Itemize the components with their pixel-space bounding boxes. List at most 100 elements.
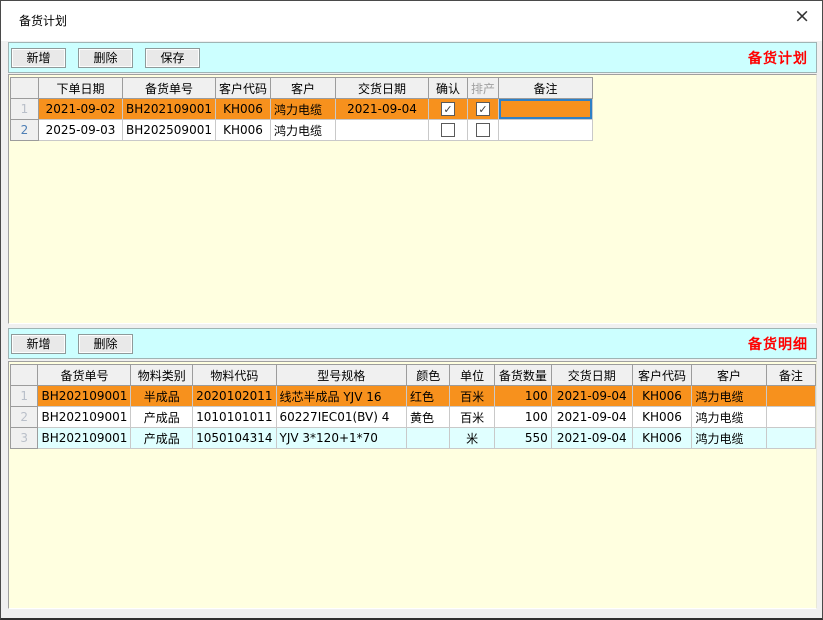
schedule-checkbox[interactable] bbox=[475, 123, 490, 138]
plan-toolbar: 新增 删除 保存 备货计划 bbox=[8, 42, 817, 73]
cell-customer: 鸿力电缆 bbox=[269, 119, 336, 141]
plan-table: 下单日期 备货单号 客户代码 客户 交货日期 确认 排产 备注 1 2021-0… bbox=[10, 77, 593, 141]
cell-order-date: 2025-09-03 bbox=[38, 119, 123, 141]
plan-section-label: 备货计划 bbox=[748, 50, 808, 67]
cell-confirm: ✓ bbox=[427, 98, 468, 120]
plan-header-row: 下单日期 备货单号 客户代码 客户 交货日期 确认 排产 备注 bbox=[10, 77, 593, 99]
col-order-no: 备货单号 bbox=[37, 364, 132, 386]
cell-code: 1050104314 bbox=[192, 427, 277, 449]
cell-qty: 100 bbox=[493, 385, 552, 407]
cell-remark-selected[interactable] bbox=[498, 98, 593, 120]
col-schedule: 排产 bbox=[466, 77, 500, 99]
cell-customer: 鸿力电缆 bbox=[269, 98, 336, 120]
detail-section-label: 备货明细 bbox=[748, 336, 808, 353]
cell-code: 1010101011 bbox=[192, 406, 277, 428]
close-icon[interactable]: × bbox=[794, 5, 810, 27]
cell-delivery-date: 2021-09-04 bbox=[550, 406, 633, 428]
cell-unit: 米 bbox=[449, 427, 495, 449]
detail-new-button[interactable]: 新增 bbox=[11, 333, 66, 354]
col-delivery-date: 交货日期 bbox=[334, 77, 429, 99]
col-customer: 客户 bbox=[691, 364, 767, 386]
cell-order-date: 2021-09-02 bbox=[38, 98, 123, 120]
col-code: 物料代码 bbox=[192, 364, 277, 386]
cell-unit: 百米 bbox=[449, 385, 495, 407]
cell-schedule: ✓ bbox=[466, 98, 500, 120]
cell-color bbox=[405, 427, 451, 449]
row-number: 2 bbox=[10, 119, 39, 141]
plan-delete-button[interactable]: 删除 bbox=[78, 47, 133, 68]
confirm-checkbox[interactable]: ✓ bbox=[440, 102, 455, 117]
window-title: 备货计划 bbox=[19, 14, 68, 28]
row-number: 2 bbox=[9, 406, 39, 428]
plan-row-2[interactable]: 2 2025-09-03 BH202509001 KH006 鸿力电缆 bbox=[10, 119, 593, 141]
cell-order-no: BH202509001 bbox=[122, 119, 216, 141]
cell-code: 2020102011 bbox=[192, 385, 277, 407]
cell-remark bbox=[765, 406, 817, 428]
col-cust-code: 客户代码 bbox=[631, 364, 693, 386]
col-confirm: 确认 bbox=[427, 77, 468, 99]
cell-spec: 60227IEC01(BV) 4 bbox=[275, 406, 407, 428]
detail-toolbar: 新增 删除 备货明细 bbox=[8, 328, 817, 359]
cell-remark bbox=[765, 427, 817, 449]
cell-color: 黄色 bbox=[405, 406, 451, 428]
cell-category: 产成品 bbox=[130, 427, 194, 449]
detail-header-row: 备货单号 物料类别 物料代码 型号规格 颜色 单位 备货数量 交货日期 客户代码… bbox=[9, 364, 817, 386]
cell-customer: 鸿力电缆 bbox=[691, 427, 767, 449]
cell-schedule bbox=[466, 119, 500, 141]
plan-save-button[interactable]: 保存 bbox=[145, 47, 200, 68]
titlebar: 备货计划 × bbox=[1, 1, 822, 41]
cell-cust-code: KH006 bbox=[631, 427, 693, 449]
col-unit: 单位 bbox=[449, 364, 495, 386]
cell-color: 红色 bbox=[405, 385, 451, 407]
cell-remark bbox=[765, 385, 817, 407]
cell-qty: 100 bbox=[493, 406, 552, 428]
detail-panel: 备货单号 物料类别 物料代码 型号规格 颜色 单位 备货数量 交货日期 客户代码… bbox=[8, 361, 817, 609]
plan-new-button[interactable]: 新增 bbox=[11, 47, 66, 68]
cell-unit: 百米 bbox=[449, 406, 495, 428]
cell-confirm bbox=[427, 119, 468, 141]
cell-order-no: BH202109001 bbox=[37, 406, 132, 428]
detail-row-3[interactable]: 3 BH202109001 产成品 1050104314 YJV 3*120+1… bbox=[9, 427, 817, 449]
detail-row-2[interactable]: 2 BH202109001 产成品 1010101011 60227IEC01(… bbox=[9, 406, 817, 428]
col-remark: 备注 bbox=[765, 364, 817, 386]
cell-remark bbox=[498, 119, 593, 141]
col-qty: 备货数量 bbox=[493, 364, 552, 386]
col-spec: 型号规格 bbox=[275, 364, 407, 386]
cell-delivery-date: 2021-09-04 bbox=[334, 98, 429, 120]
col-category: 物料类别 bbox=[130, 364, 194, 386]
cell-cust-code: KH006 bbox=[631, 385, 693, 407]
col-remark: 备注 bbox=[498, 77, 593, 99]
schedule-checkbox[interactable]: ✓ bbox=[475, 102, 490, 117]
cell-delivery-date: 2021-09-04 bbox=[550, 385, 633, 407]
cell-customer: 鸿力电缆 bbox=[691, 406, 767, 428]
cell-cust-code: KH006 bbox=[631, 406, 693, 428]
col-cust-code: 客户代码 bbox=[214, 77, 271, 99]
cell-spec: YJV 3*120+1*70 bbox=[275, 427, 407, 449]
detail-table: 备货单号 物料类别 物料代码 型号规格 颜色 单位 备货数量 交货日期 客户代码… bbox=[9, 364, 817, 449]
row-number: 1 bbox=[10, 98, 39, 120]
cell-category: 半成品 bbox=[130, 385, 194, 407]
cell-qty: 550 bbox=[493, 427, 552, 449]
cell-cust-code: KH006 bbox=[214, 98, 271, 120]
col-customer: 客户 bbox=[269, 77, 336, 99]
row-number-header bbox=[10, 77, 39, 99]
cell-cust-code: KH006 bbox=[214, 119, 271, 141]
cell-delivery-date bbox=[334, 119, 429, 141]
col-color: 颜色 bbox=[405, 364, 451, 386]
col-order-no: 备货单号 bbox=[122, 77, 216, 99]
cell-delivery-date: 2021-09-04 bbox=[550, 427, 633, 449]
plan-panel: 下单日期 备货单号 客户代码 客户 交货日期 确认 排产 备注 1 2021-0… bbox=[8, 74, 817, 324]
detail-delete-button[interactable]: 删除 bbox=[78, 333, 133, 354]
confirm-checkbox[interactable] bbox=[440, 123, 455, 138]
row-number: 1 bbox=[9, 385, 39, 407]
row-number: 3 bbox=[9, 427, 39, 449]
plan-row-1[interactable]: 1 2021-09-02 BH202109001 KH006 鸿力电缆 2021… bbox=[10, 98, 593, 120]
cell-order-no: BH202109001 bbox=[37, 385, 132, 407]
cell-order-no: BH202109001 bbox=[37, 427, 132, 449]
cell-customer: 鸿力电缆 bbox=[691, 385, 767, 407]
cell-order-no: BH202109001 bbox=[122, 98, 216, 120]
cell-spec: 线芯半成品 YJV 16 bbox=[275, 385, 407, 407]
detail-row-1[interactable]: 1 BH202109001 半成品 2020102011 线芯半成品 YJV 1… bbox=[9, 385, 817, 407]
cell-category: 产成品 bbox=[130, 406, 194, 428]
